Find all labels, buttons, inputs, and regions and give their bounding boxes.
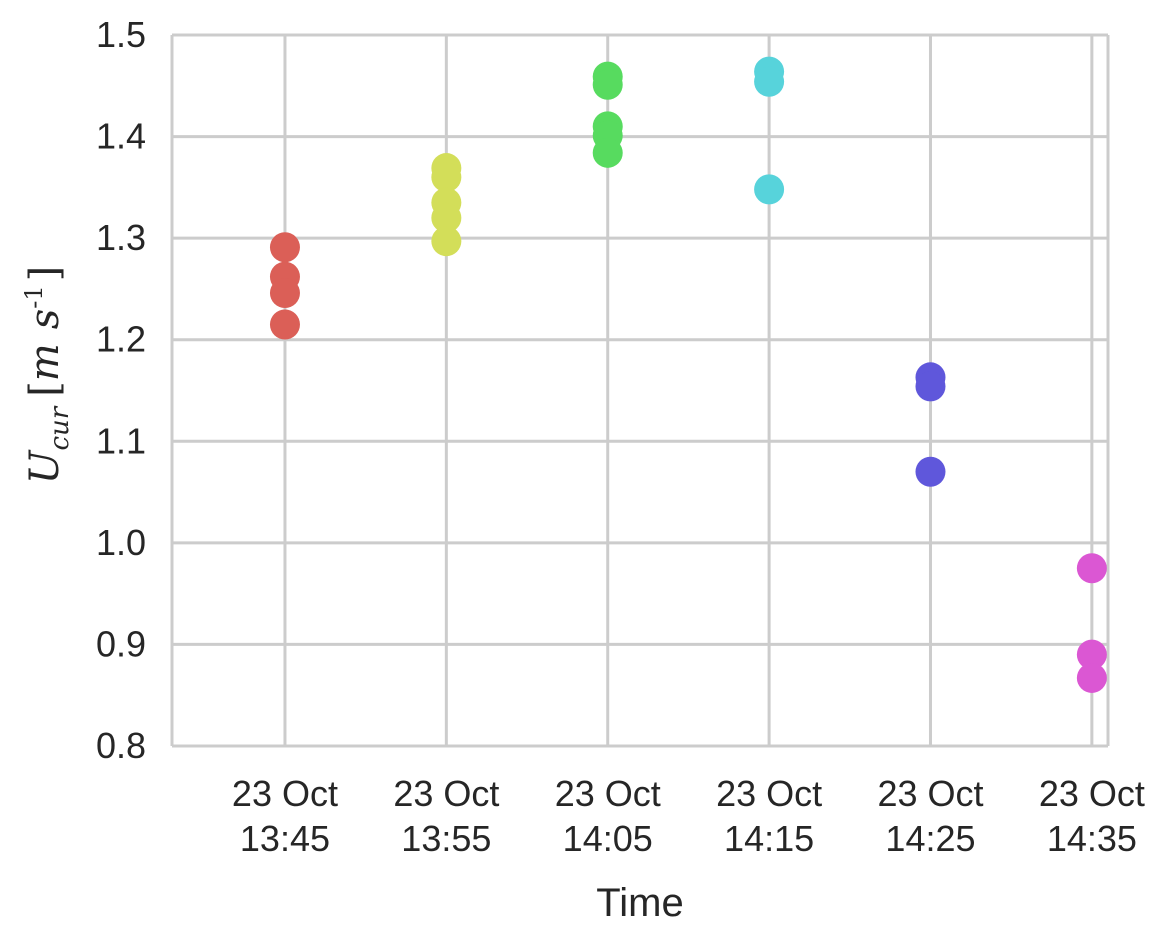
data-point — [592, 69, 623, 100]
y-tick-label: 1.1 — [96, 420, 146, 461]
data-point — [915, 371, 946, 402]
data-point — [431, 226, 462, 257]
x-tick-date: 23 Oct — [1039, 773, 1145, 814]
y-axis-symbol: U — [22, 449, 68, 484]
data-point — [915, 456, 946, 487]
data-point — [1076, 662, 1107, 693]
x-tick-date: 23 Oct — [716, 773, 822, 814]
y-tick-label: 1.0 — [96, 522, 146, 563]
data-point — [1076, 639, 1107, 670]
grid — [170, 33, 1110, 748]
x-tick-time: 13:45 — [240, 818, 330, 859]
data-point — [269, 232, 300, 263]
y-axis-title: Ucur [ms-1] — [20, 266, 75, 485]
x-axis-title: Time — [596, 881, 683, 925]
y-tick-label: 0.9 — [96, 623, 146, 664]
y-axis-units-exponent: -1 — [20, 285, 48, 308]
data-point — [754, 66, 785, 97]
y-tick-label: 0.8 — [96, 725, 146, 766]
y-axis-units-open: [ — [22, 381, 68, 397]
x-tick-time: 14:15 — [724, 818, 814, 859]
data-point — [431, 162, 462, 193]
y-tick-label: 1.3 — [96, 217, 146, 258]
data-points — [269, 56, 1107, 693]
data-point — [269, 309, 300, 340]
data-point — [1076, 553, 1107, 584]
y-tick-label: 1.4 — [96, 116, 146, 157]
x-tick-date: 23 Oct — [555, 773, 661, 814]
x-tick-date: 23 Oct — [877, 773, 983, 814]
y-tick-label: 1.5 — [96, 14, 146, 55]
y-tick-label: 1.2 — [96, 319, 146, 360]
x-tick-date: 23 Oct — [393, 773, 499, 814]
x-tick-time: 13:55 — [401, 818, 491, 859]
x-tick-date: 23 Oct — [232, 773, 338, 814]
data-point — [754, 174, 785, 205]
y-axis-subscript: cur — [45, 405, 75, 450]
x-tick-time: 14:35 — [1047, 818, 1137, 859]
y-axis-units-m: m — [22, 343, 68, 381]
y-axis-units-s: s — [22, 309, 68, 330]
y-axis-units-close: ] — [22, 266, 68, 282]
x-tick-time: 14:05 — [563, 818, 653, 859]
data-point — [592, 137, 623, 168]
data-point — [431, 202, 462, 233]
data-point — [269, 277, 300, 308]
y-tick-labels: 0.8 0.9 1.0 1.1 1.2 1.3 1.4 1.5 — [96, 14, 146, 766]
x-tick-time: 14:25 — [885, 818, 975, 859]
